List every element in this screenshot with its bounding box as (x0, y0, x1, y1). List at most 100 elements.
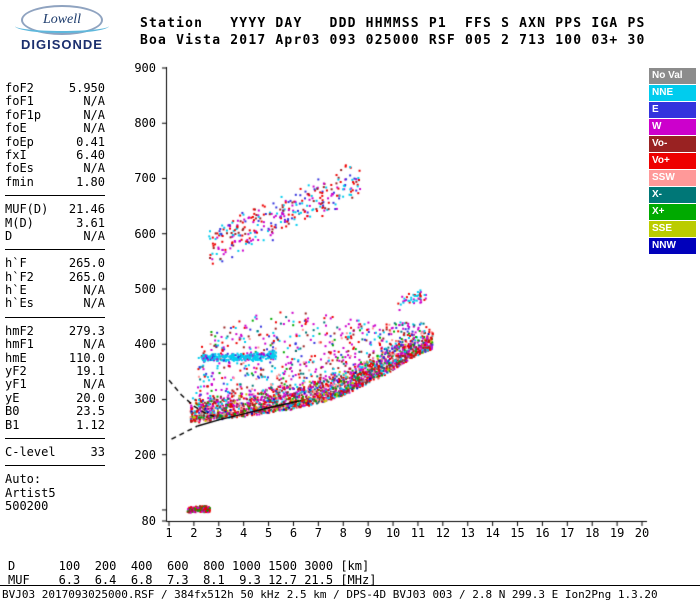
legend-item: X- (649, 187, 696, 203)
param-value: 21.46 (68, 202, 105, 217)
x-axis-tick-label: 8 (339, 526, 347, 540)
header-line-1: Station YYYY DAY DDD HHMMSS P1 FFS S AXN… (140, 16, 646, 31)
param-row: foF1 N/A (5, 94, 105, 109)
param-value: 1.12 (76, 417, 105, 432)
logo-swoosh-icon (15, 19, 109, 33)
param-label: yE (5, 390, 20, 405)
param-separator (5, 316, 105, 318)
legend-item: X+ (649, 204, 696, 220)
y-axis-tick-label: 200 (134, 447, 156, 462)
param-row: yE 20.0 (5, 390, 105, 405)
param-label: yF2 (5, 364, 27, 379)
legend-item: Vo+ (649, 153, 696, 169)
param-label: foE (5, 121, 27, 136)
param-value: 6.40 (76, 147, 105, 162)
param-label: D (5, 228, 13, 243)
param-value: 5.950 (68, 81, 105, 95)
param-row: C-level 33 (5, 444, 105, 459)
param-label: h`Es (5, 296, 34, 311)
param-row: D N/A (5, 228, 105, 243)
x-axis-tick-label: 5 (264, 526, 273, 540)
param-row: foF2 5.950 (5, 81, 105, 95)
x-axis-tick-label: 18 (584, 526, 600, 540)
legend-item: SSE (649, 221, 696, 237)
y-axis-tick-label: 700 (134, 171, 156, 186)
param-value: 20.0 (76, 390, 105, 405)
param-label: foF2 (5, 81, 34, 95)
param-label: foEp (5, 134, 34, 149)
param-row: h`F2 265.0 (5, 269, 105, 284)
param-value: N/A (83, 121, 105, 136)
param-label: h`F2 (5, 269, 34, 284)
param-label: B1 (5, 417, 20, 432)
y-axis-tick-label: 400 (134, 337, 156, 352)
param-value: 110.0 (68, 350, 105, 365)
legend-item: Vo- (649, 136, 696, 152)
x-axis-tick-label: 14 (485, 526, 500, 540)
param-label: C-level (5, 444, 56, 459)
param-label: foF1 (5, 94, 34, 109)
param-value: 1.80 (76, 174, 105, 189)
param-value: N/A (83, 161, 105, 176)
param-row: yF2 19.1 (5, 364, 105, 379)
x-axis-tick-label: 10 (385, 526, 401, 540)
param-label: h`F (5, 256, 27, 271)
param-label: yF1 (5, 377, 27, 392)
param-row: fmin 1.80 (5, 174, 105, 189)
param-separator (5, 195, 105, 197)
param-label: M(D) (5, 215, 34, 230)
x-axis-tick-label: 4 (240, 526, 248, 540)
header-line-2: Boa Vista 2017 Apr03 093 025000 RSF 005 … (140, 33, 646, 48)
param-value: 33 (90, 444, 105, 459)
param-row: foEs N/A (5, 161, 105, 176)
param-value: N/A (83, 337, 105, 352)
param-row: hmF2 279.3 (5, 323, 105, 338)
ionogram-plot (158, 62, 648, 530)
param-row: h`Es N/A (5, 296, 105, 311)
x-axis-tick-label: 13 (460, 526, 475, 540)
x-axis-tick-label: 3 (215, 526, 223, 540)
param-label: B0 (5, 404, 20, 419)
param-value: 265.0 (68, 256, 105, 271)
param-label: hmF2 (5, 323, 34, 338)
param-row: yF1 N/A (5, 377, 105, 392)
x-axis-tick-label: 11 (410, 526, 426, 540)
param-value: 279.3 (68, 323, 105, 338)
logo-digisonde-text: DIGISONDE (21, 37, 103, 52)
x-axis-tick-label: 2 (190, 526, 198, 540)
legend-item: SSW (649, 170, 696, 186)
y-axis-tick-label: 900 (134, 61, 156, 75)
x-axis-tick-label: 1 (165, 526, 173, 540)
param-row: B0 23.5 (5, 404, 105, 419)
param-value: 23.5 (76, 404, 105, 419)
param-value: N/A (83, 283, 105, 298)
legend-item: NNE (649, 85, 696, 101)
param-value: 265.0 (68, 269, 105, 284)
param-separator (5, 249, 105, 251)
param-row: foEp 0.41 (5, 134, 105, 149)
d-muf-table-distances: D 100 200 400 600 800 1000 1500 3000 [km… (8, 559, 370, 573)
param-separator (5, 437, 105, 439)
param-row: hmF1 N/A (5, 337, 105, 352)
param-label: h`E (5, 283, 27, 298)
status-separator (0, 585, 700, 586)
param-footer-row: 500200 (5, 499, 49, 514)
param-row: fxI 6.40 (5, 147, 105, 162)
x-axis-tick-label: 20 (634, 526, 650, 540)
legend-item: No Val (649, 68, 696, 84)
param-row: foE N/A (5, 121, 105, 136)
x-axis-tick-label: 7 (314, 526, 322, 540)
x-axis-tick-label: 12 (435, 526, 451, 540)
x-axis-tick-label: 6 (289, 526, 298, 540)
param-label: fmin (5, 174, 34, 189)
param-label: hmE (5, 350, 27, 365)
param-value: 0.41 (76, 134, 105, 149)
parameter-panel: foF2 5.950 foF1 N/A foF1p N/A foE N/A foEp 0.41 fx… (5, 81, 105, 514)
x-axis-tick-label: 9 (364, 526, 372, 540)
param-footer-row: Auto: (5, 472, 42, 487)
param-value: N/A (83, 296, 105, 311)
y-axis-tick-label: 600 (134, 226, 156, 241)
param-row: MUF(D) 21.46 (5, 202, 105, 217)
param-row: foF1p N/A (5, 108, 105, 122)
param-label: fxI (5, 147, 27, 162)
